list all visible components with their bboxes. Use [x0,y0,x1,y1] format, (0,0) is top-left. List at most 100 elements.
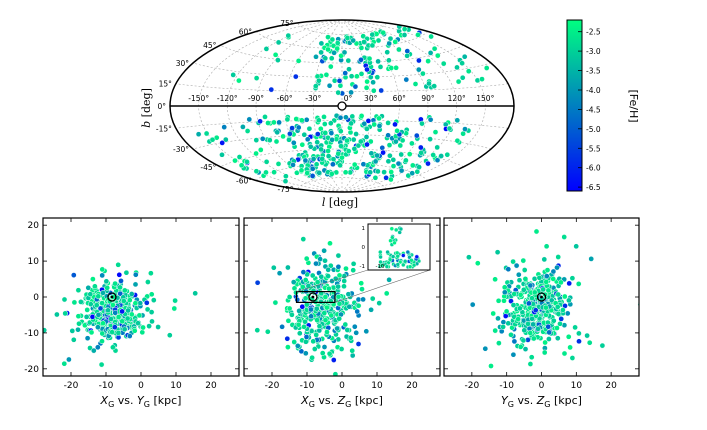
panel-point [132,300,139,307]
panel-point [62,310,69,317]
panel-point [43,327,48,334]
sky-point [374,74,381,81]
panel-point [314,317,320,323]
sky-point [329,136,335,143]
sky-point [322,55,329,62]
sky-point [363,84,370,91]
sky-point [372,158,379,165]
panel-point [432,369,437,374]
panel-point [322,294,329,300]
panel-point [554,335,561,342]
sky-point [326,82,333,89]
panel-point [294,343,301,349]
sky-point [292,73,299,80]
panel-point [545,287,552,294]
panel-point [527,330,534,336]
sky-lat-tick: 45° [203,41,217,50]
sky-point [295,124,302,131]
sky-point [348,120,354,127]
panel-point [550,276,557,282]
sky-point [358,71,365,77]
sky-point [335,89,342,96]
panel-point [500,319,507,325]
sky-point [221,124,228,130]
panel-point [501,297,507,304]
panel-point [296,308,302,314]
panel-point [544,267,551,273]
panel-point [349,352,356,359]
panel-point [325,266,332,273]
panel-point [313,332,320,338]
x-tick-label: 20 [406,381,418,391]
sky-point [236,154,243,160]
sky-point [263,169,269,176]
sky-point [283,173,289,180]
sky-point [430,152,437,158]
sky-point [412,81,419,87]
panel-point [529,315,535,322]
panel-point [565,333,572,340]
panel-point [137,300,144,306]
sky-point [325,153,332,159]
panel-point [146,323,152,329]
panel-point [116,271,123,278]
sky-lat-tick: -60° [236,177,252,186]
panel-point [319,350,326,356]
sky-point [425,58,431,64]
panel-point [105,307,111,314]
panel-point [296,330,303,337]
panel-point [517,291,524,298]
sky-point [399,137,406,144]
panel-point [520,337,527,344]
panel-point [324,304,330,311]
panel-point [490,310,497,317]
sky-lat-tick: 15° [159,80,173,89]
sky-point [335,150,342,157]
sky-point [328,55,335,62]
sky-lon-tick: 60° [393,94,407,103]
panel-point [520,286,527,293]
panel-point [99,266,106,273]
sky-point [238,162,245,169]
panel-point [344,327,351,333]
y-tick-label: 0 [33,293,39,303]
panel-point [299,284,306,290]
sky-point [380,149,386,156]
panel-point [529,295,535,302]
sky-point [203,130,210,137]
panel-point [521,327,528,334]
panel-point [272,299,279,306]
panel-point [341,278,348,284]
sky-lon-tick: -120° [217,94,238,103]
panel-point [546,329,553,336]
panel-point [569,355,576,361]
sky-point [272,51,279,58]
panel-point [139,329,146,336]
sky-point [316,169,323,176]
panel-point [555,291,562,298]
sky-point [368,150,375,157]
panel-point [90,276,96,282]
panel-point [543,243,550,250]
inset-point [390,254,396,259]
sky-point [329,36,336,43]
panel-point [531,275,538,282]
sky-point [431,83,438,89]
panel-point [358,280,365,287]
panel-point [148,291,155,298]
panel-point [115,314,122,320]
sky-point [345,57,352,64]
sky-lon-tick: -30° [305,94,321,103]
sky-point [290,162,296,168]
panel-point [109,329,115,336]
sky-point [403,157,409,164]
panel-point [84,335,91,342]
sky-point [325,46,331,53]
panel-point [291,339,298,345]
panel-point [326,350,333,357]
x-tick-label: 0 [138,381,144,391]
sky-point [427,50,434,56]
panel-point [115,261,122,268]
panel-point [561,293,568,300]
panel-point [530,321,536,328]
